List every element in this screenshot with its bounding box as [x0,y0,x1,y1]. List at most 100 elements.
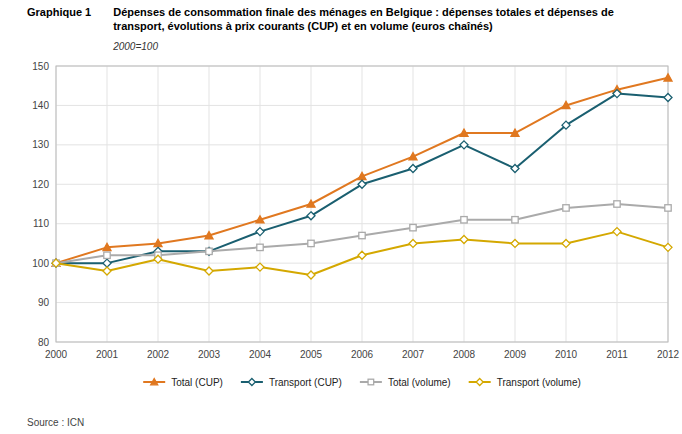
grid-line-x [158,66,159,342]
series-line [56,232,668,275]
point [103,259,111,267]
x-tick-label: 2003 [198,349,221,360]
plot-frame [56,66,668,342]
y-tick-label: 110 [33,218,49,229]
axes: 80 90 100 110 120 130 140 150 2000 2001 2002 2003 20… [32,61,679,361]
x-tick-label: 2009 [504,349,527,360]
source: Source : ICN [27,417,84,428]
point [664,243,672,251]
point [460,129,468,136]
point [511,239,519,247]
point [52,259,60,266]
point [664,94,672,102]
y-tick-label: 120 [32,179,49,190]
y-tick-label: 140 [32,100,49,111]
title-label: Graphique 1 [27,6,91,18]
point [103,267,111,275]
point [665,205,671,211]
series [52,74,672,267]
point [461,217,467,223]
point [358,251,366,259]
series [52,228,672,279]
point [409,165,417,173]
grid-line-x [464,66,465,342]
x-tick-label: 2000 [45,349,68,360]
point [154,255,162,263]
legend: Total (CUP) Transport (CUP) Total (volume)… [143,377,581,388]
point [410,224,416,230]
x-tick-label: 2007 [402,349,425,360]
grid-line-x [209,66,210,342]
legend-marker [476,379,483,386]
grid-line-x [260,66,261,342]
x-tick-label: 2012 [657,349,680,360]
point [614,201,620,207]
point [511,129,519,136]
grid-line-x [515,66,516,342]
point [460,235,468,243]
y-tick-label: 150 [32,61,49,72]
title-line: Dépenses de consommation finale des ména… [113,6,614,18]
point [664,74,672,81]
point [562,101,570,108]
chart: Graphique 1 Dépenses de consommation fina… [0,0,682,434]
y-tick-label: 100 [32,258,49,269]
point [358,180,366,188]
point [358,172,366,179]
point [104,252,110,258]
subtitle: 2000=100 [112,41,158,52]
point [562,121,570,129]
legend-marker [151,379,158,385]
x-tick-label: 2001 [96,349,119,360]
background [0,0,682,434]
point [53,260,59,266]
point [206,248,212,254]
x-tick-label: 2006 [351,349,374,360]
x-tick-label: 2010 [555,349,578,360]
series [53,201,671,267]
legend-label: Total (volume) [388,377,451,388]
legend-label: Transport (volume) [497,377,581,388]
point [307,212,315,220]
point [512,217,518,223]
x-tick-label: 2005 [300,349,323,360]
y-tick-label: 90 [38,297,50,308]
point [613,90,621,98]
point [563,205,569,211]
point [409,239,417,247]
x-tick-label: 2002 [147,349,170,360]
legend-item: Transport (volume) [469,377,581,388]
point [409,153,417,160]
y-tick-label: 80 [38,337,50,348]
title: Dépenses de consommation finale des ména… [113,6,614,32]
series-line [56,94,668,264]
grid-line-x [107,66,108,342]
point [205,247,213,255]
point [256,216,264,223]
x-tick-label: 2008 [453,349,476,360]
point [613,228,621,236]
legend-item: Total (CUP) [143,377,223,388]
point [359,232,365,238]
y-tick-label: 130 [32,139,49,150]
point [307,271,315,279]
point [562,239,570,247]
series-line [56,78,668,263]
x-tick-label: 2011 [606,349,628,360]
point [511,165,519,173]
plot-area [52,74,672,279]
series-line [56,204,668,263]
point [154,239,162,246]
point [103,243,111,250]
legend-label: Transport (CUP) [269,377,342,388]
point [257,244,263,250]
point [52,259,60,267]
point [460,141,468,149]
point [256,263,264,271]
legend-item: Total (volume) [360,377,451,388]
point [52,259,60,267]
point [307,200,315,207]
title-line: transport, évolutions à prix courants (C… [113,20,493,32]
grid-line-x [413,66,414,342]
grid-line-x [362,66,363,342]
